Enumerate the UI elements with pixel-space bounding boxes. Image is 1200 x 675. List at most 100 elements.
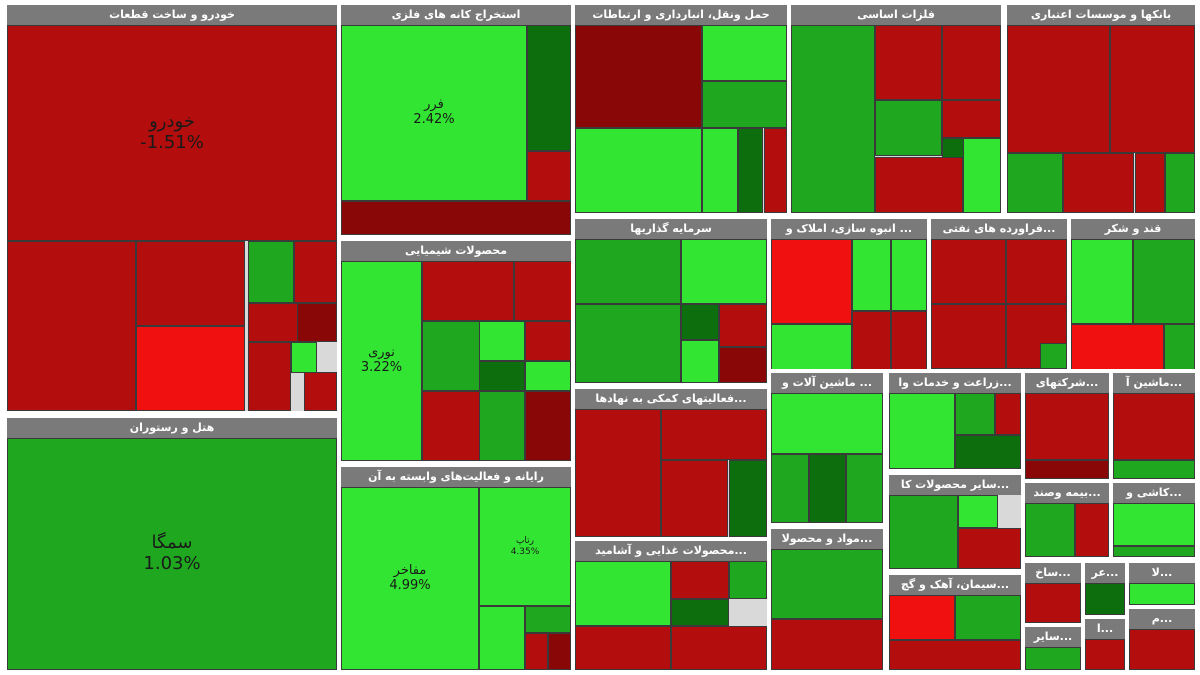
stock-tile[interactable] (1063, 153, 1134, 213)
stock-tile[interactable] (1110, 25, 1195, 153)
stock-tile[interactable] (1025, 583, 1081, 623)
sector-title[interactable]: ...شرکتهای (1025, 373, 1109, 393)
stock-tile[interactable] (852, 311, 891, 369)
stock-tile[interactable] (525, 361, 571, 391)
stock-tile[interactable] (681, 304, 719, 340)
stock-tile[interactable] (1135, 153, 1165, 213)
stock-tile[interactable] (661, 460, 728, 537)
stock-tile[interactable] (738, 128, 763, 213)
stock-tile[interactable] (575, 25, 702, 128)
stock-tile[interactable] (1129, 583, 1195, 605)
stock-tile[interactable] (1007, 153, 1063, 213)
sector-title[interactable]: ...ساخ (1025, 563, 1081, 583)
stock-tile[interactable] (479, 391, 525, 461)
stock-tile[interactable] (963, 138, 1001, 213)
stock-tile[interactable] (719, 304, 767, 347)
stock-tile[interactable] (248, 303, 298, 342)
sector-title[interactable]: ...سایر محصولات کا (889, 475, 1021, 495)
stock-tile[interactable] (891, 311, 927, 369)
stock-tile[interactable] (422, 391, 480, 461)
stock-tile[interactable] (525, 606, 571, 633)
stock-tile[interactable] (422, 321, 480, 391)
sector-title[interactable]: ...کاشی و (1113, 483, 1195, 503)
stock-tile[interactable] (1113, 460, 1195, 479)
sector-title[interactable]: خودرو و ساخت قطعات (7, 5, 337, 25)
stock-tile[interactable] (1071, 239, 1133, 324)
stock-tile[interactable] (719, 347, 767, 383)
sector-title[interactable]: بانکها و موسسات اعتباری (1007, 5, 1195, 25)
sector-title[interactable]: ...محصولات غذایی و آشامید (575, 541, 767, 561)
stock-tile[interactable] (702, 25, 787, 81)
stock-tile[interactable] (297, 303, 337, 342)
sector-title[interactable]: ...بیمه وصند (1025, 483, 1109, 503)
sector-title[interactable]: محصولات شیمیایی (341, 241, 571, 261)
stock-tile[interactable] (1085, 583, 1125, 615)
stock-tile[interactable] (1133, 239, 1195, 324)
sector-title[interactable]: رایانه و فعالیت‌های وابسته به آن (341, 467, 571, 487)
stock-tile[interactable] (525, 633, 548, 670)
stock-tile[interactable]: نوری 3.22% (341, 261, 422, 461)
stock-tile[interactable] (1025, 647, 1081, 670)
stock-tile[interactable] (955, 435, 1021, 469)
stock-tile[interactable] (1113, 503, 1195, 546)
sector-title[interactable]: حمل ونقل، انبارداری و ارتباطات (575, 5, 787, 25)
stock-tile[interactable] (291, 342, 317, 373)
stock-tile[interactable] (575, 128, 702, 213)
stock-tile[interactable] (1129, 629, 1195, 670)
stock-tile[interactable] (995, 393, 1021, 435)
stock-tile[interactable] (671, 599, 729, 626)
stock-tile[interactable] (575, 239, 681, 304)
stock-tile[interactable] (791, 25, 875, 213)
sector-title[interactable]: ... ماشین آلات و (771, 373, 883, 393)
stock-tile[interactable] (525, 321, 571, 361)
sector-title[interactable]: ...ا (1085, 619, 1125, 639)
stock-tile[interactable] (958, 528, 1021, 569)
stock-tile[interactable] (575, 626, 671, 670)
stock-tile[interactable] (702, 81, 787, 128)
stock-tile[interactable] (575, 304, 681, 383)
stock-tile[interactable] (525, 391, 571, 461)
stock-tile[interactable] (729, 460, 767, 537)
stock-tile[interactable] (955, 393, 995, 435)
stock-tile[interactable] (671, 561, 729, 599)
stock-tile[interactable] (889, 595, 955, 640)
stock-tile[interactable] (1006, 239, 1067, 304)
stock-tile[interactable] (771, 393, 883, 454)
stock-tile[interactable] (1075, 503, 1109, 557)
sector-title[interactable]: استخراج کانه های فلزی (341, 5, 571, 25)
stock-tile[interactable] (575, 561, 671, 626)
stock-tile[interactable] (771, 619, 883, 670)
sector-title[interactable]: هتل و رستوران (7, 418, 337, 438)
stock-tile[interactable] (1071, 324, 1164, 369)
stock-tile[interactable] (1025, 393, 1109, 460)
stock-tile[interactable] (681, 340, 719, 383)
stock-tile[interactable] (1040, 343, 1067, 369)
stock-tile[interactable] (527, 25, 571, 151)
stock-tile[interactable] (294, 241, 337, 303)
stock-tile[interactable] (729, 561, 767, 599)
sector-title[interactable]: قند و شکر (1071, 219, 1195, 239)
stock-tile[interactable] (771, 454, 809, 523)
stock-tile[interactable] (891, 239, 927, 311)
sector-title[interactable]: فلزات اساسی (791, 5, 1001, 25)
stock-tile[interactable] (846, 454, 883, 523)
stock-tile[interactable] (671, 626, 767, 670)
stock-tile[interactable] (1025, 460, 1109, 479)
stock-tile[interactable]: رتاپ 4.35% (479, 487, 571, 606)
stock-tile[interactable] (889, 495, 958, 569)
stock-tile[interactable] (422, 261, 514, 321)
stock-tile[interactable] (942, 25, 1001, 100)
stock-tile[interactable] (7, 241, 136, 411)
sector-title[interactable]: ...سایر (1025, 627, 1081, 647)
stock-tile[interactable] (958, 495, 998, 528)
stock-tile[interactable] (852, 239, 891, 311)
stock-tile[interactable] (548, 633, 571, 670)
sector-title[interactable]: ...عر (1085, 563, 1125, 583)
stock-tile[interactable] (136, 241, 245, 326)
stock-tile[interactable] (875, 25, 942, 100)
stock-tile[interactable] (931, 304, 1006, 369)
sector-title[interactable]: ...م (1129, 609, 1195, 629)
sector-title[interactable]: ...لا (1129, 563, 1195, 583)
stock-tile[interactable] (527, 151, 571, 201)
stock-tile[interactable] (955, 595, 1021, 640)
